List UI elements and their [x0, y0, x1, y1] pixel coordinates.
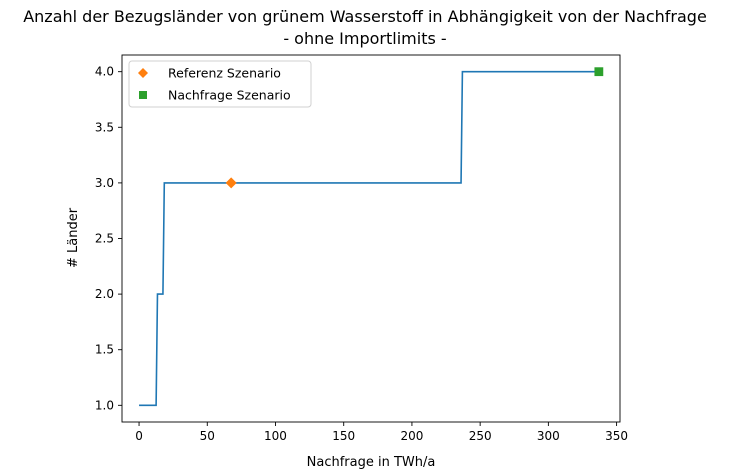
y-tick-label: 3.5: [95, 120, 114, 134]
legend-marker-nachfrage: [139, 91, 147, 99]
y-axis-label: # Länder: [66, 207, 81, 268]
series-line-0: [139, 70, 599, 407]
plot-frame: [121, 54, 621, 423]
x-tick-label: 350: [605, 429, 628, 443]
y-tick-label: 3.0: [95, 176, 114, 190]
legend: Referenz Szenario Nachfrage Szenario: [128, 60, 312, 108]
y-tick-label: 1.0: [95, 398, 114, 412]
x-tick-label: 300: [537, 429, 560, 443]
legend-marker-referenz: [138, 68, 148, 78]
y-tick-label: 1.5: [95, 343, 114, 357]
chart-title: Anzahl der Bezugsländer von grünem Wasse…: [23, 7, 707, 26]
y-tick-label: 4.0: [95, 65, 114, 79]
y-tick-label: 2.0: [95, 287, 114, 301]
legend-label: Referenz Szenario: [168, 66, 281, 81]
x-tick-label: 150: [332, 429, 355, 443]
chart-subtitle: - ohne Importlimits -: [283, 29, 447, 48]
legend-box: [128, 60, 312, 108]
y-tick-label: 2.5: [95, 232, 114, 246]
legend-label: Nachfrage Szenario: [168, 88, 291, 103]
data-marker-nachfrage: [594, 67, 604, 77]
data-marker-referenz: [225, 177, 237, 189]
x-tick-label: 50: [200, 429, 215, 443]
x-tick-label: 0: [135, 429, 143, 443]
x-tick-label: 250: [469, 429, 492, 443]
x-tick-label: 200: [400, 429, 423, 443]
x-axis-label: Nachfrage in TWh/a: [307, 455, 436, 470]
x-tick-label: 100: [264, 429, 287, 443]
